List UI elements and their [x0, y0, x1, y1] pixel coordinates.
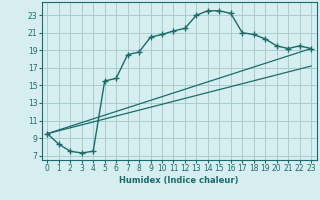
X-axis label: Humidex (Indice chaleur): Humidex (Indice chaleur)	[119, 176, 239, 185]
